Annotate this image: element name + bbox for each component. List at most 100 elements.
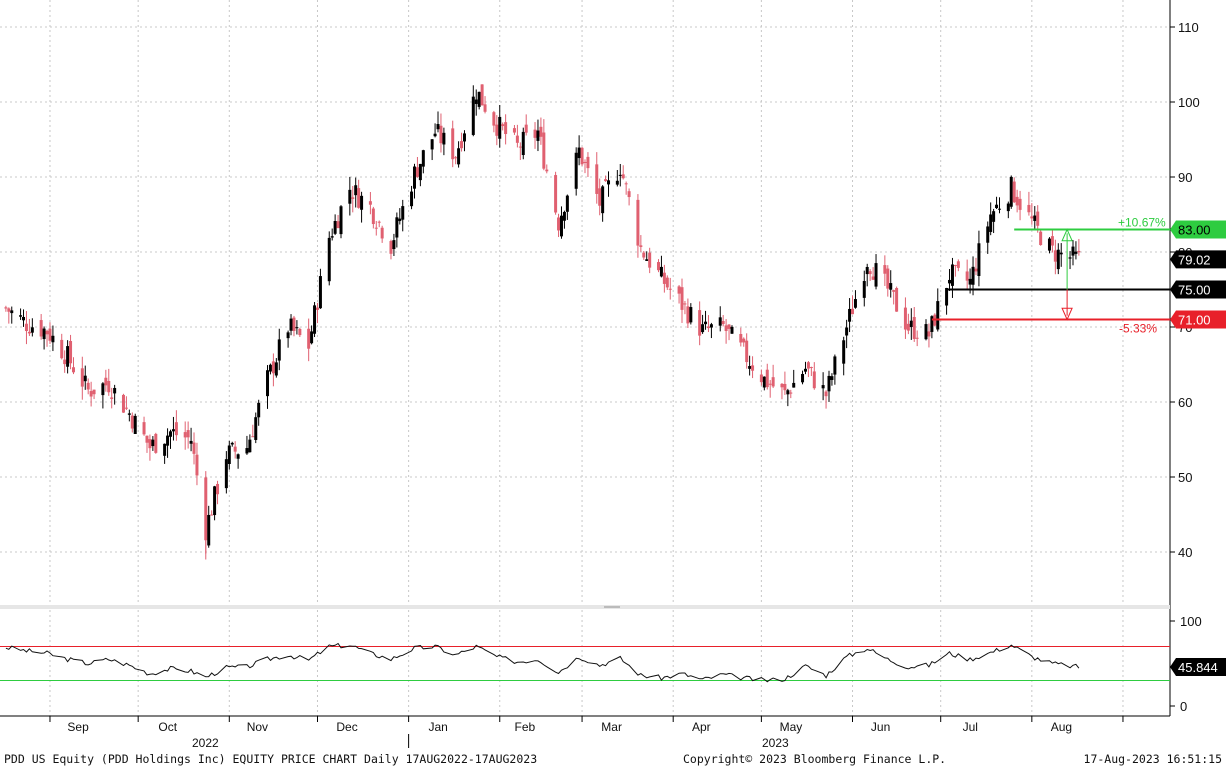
candlestick <box>1012 177 1016 204</box>
candlestick <box>745 333 749 369</box>
candle-body <box>668 288 672 290</box>
candlestick <box>945 287 949 315</box>
candlestick <box>656 259 660 273</box>
candlestick <box>865 263 869 287</box>
candlestick <box>518 142 522 160</box>
candle-body <box>974 268 978 272</box>
candlestick <box>868 269 872 281</box>
candlestick <box>154 432 158 454</box>
candle-body <box>310 331 314 344</box>
candlestick <box>318 268 322 309</box>
candle-body <box>845 327 849 336</box>
candlestick <box>936 288 940 332</box>
candlestick <box>583 159 587 174</box>
candle-body <box>351 197 355 199</box>
candlestick <box>230 441 234 447</box>
candlestick <box>786 388 790 407</box>
candlestick <box>686 298 690 328</box>
candlestick <box>266 365 270 409</box>
candle-body <box>169 431 173 437</box>
candle-body <box>1006 203 1010 212</box>
candlestick <box>389 239 393 260</box>
candlestick <box>1033 206 1037 229</box>
candlestick <box>830 373 834 386</box>
candlestick <box>327 231 331 286</box>
candlestick <box>833 354 837 385</box>
candlestick <box>286 330 290 348</box>
candlestick <box>336 214 340 229</box>
candlestick <box>374 220 378 236</box>
candle-body <box>1039 231 1043 246</box>
candle-body <box>230 442 234 445</box>
candlestick <box>124 396 128 411</box>
candle-body <box>783 383 787 391</box>
candlestick <box>853 290 857 309</box>
candle-body <box>186 430 190 438</box>
candlestick <box>874 254 878 290</box>
candle-body <box>604 179 608 182</box>
candle-body <box>627 191 631 198</box>
candle-body <box>574 152 578 189</box>
candlestick <box>315 302 319 324</box>
candlestick <box>412 163 416 199</box>
candlestick <box>289 314 293 336</box>
candle-body <box>689 307 693 323</box>
candle-body <box>266 370 270 397</box>
candlestick <box>821 372 825 401</box>
candlestick <box>1053 239 1057 275</box>
candlestick <box>845 319 849 349</box>
pane-divider[interactable] <box>0 605 1170 609</box>
candle-body <box>271 361 275 374</box>
candle-body <box>410 191 414 207</box>
candle-body <box>1056 249 1060 270</box>
candle-body <box>292 317 296 332</box>
candlestick <box>1071 240 1075 266</box>
candlestick <box>1056 243 1060 275</box>
candle-body <box>912 317 916 339</box>
candle-body <box>718 317 722 326</box>
candlestick <box>801 370 805 385</box>
candle-body <box>659 266 663 277</box>
upside-arrow-head <box>1061 228 1073 242</box>
candle-body <box>1030 216 1034 219</box>
candlestick <box>351 185 355 213</box>
candlestick <box>210 510 214 516</box>
candlestick <box>889 270 893 298</box>
candle-body <box>357 188 361 208</box>
candlestick <box>224 451 228 494</box>
candle-body <box>30 327 34 333</box>
osc-last-value-label: 45.844 <box>1178 660 1218 675</box>
candlestick <box>186 421 190 449</box>
candlestick <box>398 208 402 225</box>
candle-body <box>336 221 340 229</box>
candlestick <box>330 228 334 241</box>
candle-body <box>801 373 805 383</box>
candlestick <box>268 363 272 375</box>
candlestick <box>562 210 566 229</box>
candle-body <box>950 264 954 286</box>
candle-body <box>765 369 769 388</box>
candlestick <box>495 115 499 146</box>
candle-body <box>151 439 155 447</box>
candle-body <box>971 266 975 285</box>
candle-body <box>398 218 402 222</box>
candle-body <box>439 125 443 144</box>
candle-body <box>480 84 484 106</box>
candle-body <box>1077 250 1081 253</box>
candlestick <box>354 177 358 208</box>
candlestick <box>392 233 396 257</box>
candlestick <box>759 369 763 386</box>
osc-last-value-tag <box>1170 658 1226 677</box>
downside-arrow-head <box>1061 307 1073 321</box>
candle-body <box>515 135 519 143</box>
candle-body <box>471 96 475 135</box>
candlestick <box>554 171 558 215</box>
candle-body <box>192 442 196 454</box>
candle-body <box>457 148 461 165</box>
candle-body <box>80 368 84 387</box>
candlestick <box>565 194 569 220</box>
candle-body <box>1027 204 1031 213</box>
pane-resize-handle[interactable] <box>604 606 620 608</box>
candle-body <box>207 514 211 546</box>
downside-percent-label: -5.33% <box>1119 322 1157 336</box>
